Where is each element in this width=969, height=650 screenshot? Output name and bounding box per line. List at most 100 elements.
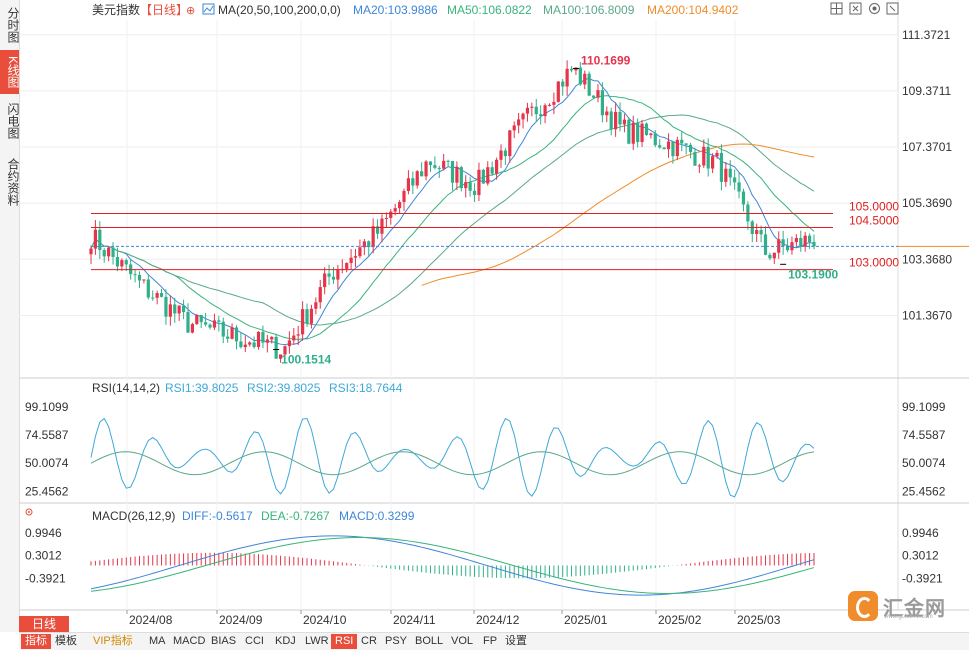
- candle-body: [384, 217, 388, 219]
- candle-body: [781, 239, 785, 247]
- rsi-y-tick-left: 99.1099: [25, 400, 69, 414]
- candle-body: [393, 208, 397, 212]
- chart-type-sidebar: 分时图 K线图 闪电图 合约资料: [0, 0, 20, 632]
- indicator-tab-kdj[interactable]: KDJ: [275, 635, 296, 647]
- candle-body: [345, 263, 349, 269]
- candle-body: [362, 241, 366, 248]
- indicator-tab-vol[interactable]: VOL: [451, 635, 474, 647]
- candle-body: [309, 308, 314, 324]
- rsi-y-tick: 99.1099: [902, 400, 946, 414]
- settings-icon[interactable]: [869, 3, 880, 14]
- period-tab-daily[interactable]: 日线: [19, 616, 69, 632]
- candle-body: [133, 274, 137, 276]
- candle-body: [397, 202, 402, 209]
- candle-body: [327, 273, 331, 277]
- candle-body: [358, 247, 362, 257]
- candle-body: [415, 171, 419, 186]
- period-label[interactable]: 【日线】: [140, 3, 188, 17]
- candle-body: [649, 133, 653, 136]
- ma20-value: MA20:103.9886: [353, 3, 438, 17]
- sidebar-item-timeshare[interactable]: 分时图: [6, 7, 20, 43]
- candle-body: [234, 327, 239, 342]
- candle-body: [323, 273, 327, 288]
- candle-body: [702, 146, 706, 166]
- candle-body: [547, 104, 552, 106]
- indicator-tab-指标[interactable]: 指标: [21, 634, 51, 649]
- candle-body: [265, 339, 269, 343]
- candle-body: [706, 146, 710, 169]
- candle-body: [349, 257, 353, 264]
- indicator-tab-cci[interactable]: CCI: [245, 635, 264, 647]
- candle-body: [671, 141, 675, 157]
- indicator-tab-模板[interactable]: 模板: [55, 635, 77, 647]
- candle-body: [428, 161, 433, 166]
- candle-body: [807, 235, 812, 243]
- candle-body: [331, 276, 336, 280]
- macd-y-tick: -0.3921: [902, 571, 943, 585]
- candle-body: [490, 167, 494, 174]
- indicator-tab-psy[interactable]: PSY: [385, 635, 408, 647]
- indicator-toolbar: 指标 模板 VIP指标 MA MACD BIAS CCI KDJ LWR RSI CR PSY BOLL…: [19, 632, 969, 650]
- macd-y-tick: 0.3012: [902, 549, 939, 563]
- candle-body: [543, 105, 547, 117]
- candle-body: [296, 334, 300, 336]
- candle-body: [98, 229, 102, 251]
- candle-body: [693, 152, 697, 166]
- candle-body: [450, 161, 455, 183]
- candle-body: [318, 287, 322, 303]
- sidebar-item-contract[interactable]: 合约资料: [6, 158, 20, 206]
- indicator-tab-rsi[interactable]: RSI: [331, 634, 358, 649]
- candle-body: [508, 130, 512, 157]
- indicator-tab-bias[interactable]: BIAS: [211, 635, 237, 647]
- candle-body: [499, 150, 503, 160]
- candle-body: [137, 274, 142, 281]
- period-add-icon[interactable]: ⊕: [186, 5, 195, 17]
- candle-body: [380, 218, 384, 234]
- indicator-tab-ma[interactable]: MA: [149, 635, 166, 647]
- candle-body: [336, 269, 340, 280]
- level-label: 105.0000: [849, 200, 899, 214]
- fullscreen-icon[interactable]: [886, 2, 899, 15]
- candle-body: [636, 122, 640, 143]
- candle-body: [292, 335, 296, 341]
- candle-body: [794, 237, 798, 243]
- indicator-tab-vip指标[interactable]: VIP指标: [93, 635, 133, 647]
- candle-body: [287, 340, 291, 347]
- indicator-tab-cr[interactable]: CR: [361, 635, 377, 647]
- sidebar-item-kline[interactable]: K线图: [0, 50, 20, 94]
- candle-body: [680, 139, 684, 144]
- indicator-tab-boll[interactable]: BOLL: [415, 635, 444, 647]
- ma-settings-icon[interactable]: [202, 3, 215, 15]
- candle-body: [799, 237, 803, 247]
- indicator-tab-设置[interactable]: 设置: [505, 635, 527, 647]
- candle-body: [530, 106, 534, 108]
- candle-body: [494, 159, 499, 174]
- candle-body: [261, 331, 265, 343]
- macd-settings-icon[interactable]: [25, 508, 33, 516]
- candle-body: [411, 178, 415, 186]
- sidebar-item-flash[interactable]: 闪电图: [6, 103, 20, 139]
- candle-body: [578, 67, 582, 85]
- indicator-tab-fp[interactable]: FP: [483, 635, 498, 647]
- candle-body: [755, 230, 759, 234]
- candle-body: [521, 113, 525, 120]
- grid-icon[interactable]: [830, 2, 843, 15]
- candle-body: [278, 354, 283, 359]
- ma200-line: [421, 143, 815, 286]
- candle-body: [503, 150, 508, 157]
- candle-body: [785, 246, 790, 251]
- macd-diff-line: [90, 535, 815, 596]
- candle-body: [437, 167, 441, 169]
- indicator-tab-macd[interactable]: MACD: [173, 635, 206, 647]
- candle-body: [111, 247, 115, 257]
- rsi1-value: RSI1:39.8025: [165, 381, 239, 395]
- candle-body: [248, 342, 252, 345]
- candle-body: [389, 211, 393, 218]
- macd-dea-line: [90, 537, 815, 594]
- candle-body: [746, 204, 750, 222]
- rsi-y-tick: 74.5587: [902, 428, 946, 442]
- candle-body: [446, 160, 450, 162]
- indicator-tab-lwr[interactable]: LWR: [305, 635, 329, 647]
- expand-icon[interactable]: [849, 2, 862, 15]
